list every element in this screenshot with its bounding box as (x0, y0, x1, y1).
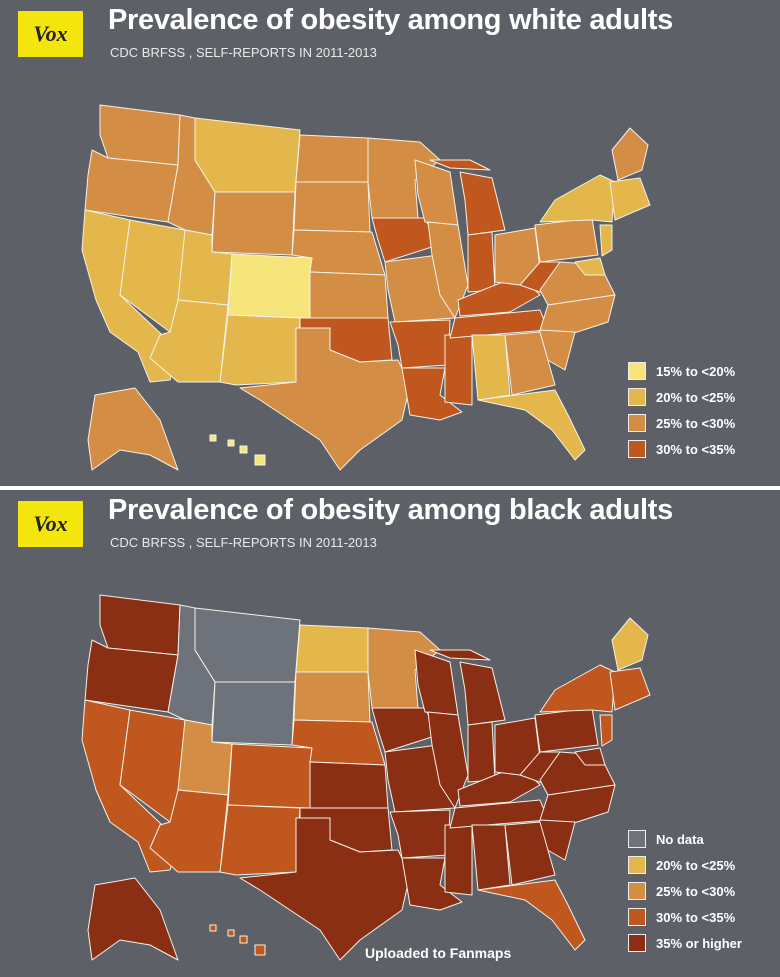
map-title: Prevalence of obesity among black adults (108, 494, 673, 526)
legend-item: 15% to <20% (628, 358, 735, 384)
state-ks (309, 271, 389, 319)
state-shapes (81, 594, 651, 961)
state-in (467, 231, 496, 293)
state-nd (295, 134, 369, 183)
map-subtitle: CDC BRFSS , SELF-REPORTS IN 2011-2013 (110, 45, 377, 60)
state-ny (539, 174, 616, 223)
state-nm (219, 314, 301, 386)
state-md (574, 747, 606, 766)
legend-item: No data (628, 826, 742, 852)
state-wi (414, 649, 459, 716)
state-sd (293, 181, 371, 233)
legend-item: 20% to <25% (628, 852, 742, 878)
state-ia (371, 707, 439, 753)
legend-swatch (628, 882, 646, 900)
state-ne-region (609, 667, 651, 711)
state-co (227, 253, 313, 319)
legend-item: 30% to <35% (628, 436, 735, 462)
map-title: Prevalence of obesity among white adults (108, 4, 673, 36)
us-map (81, 104, 651, 471)
state-az (149, 299, 229, 383)
legend-item: 35% or higher (628, 930, 742, 956)
state-ms (444, 334, 473, 406)
state-ak (87, 877, 179, 961)
legend-swatch (628, 440, 646, 458)
legend-swatch (628, 414, 646, 432)
black-adults-panel: Vox Prevalence of obesity among black ad… (0, 490, 780, 977)
map-subtitle: CDC BRFSS , SELF-REPORTS IN 2011-2013 (110, 535, 377, 550)
state-mt (194, 607, 301, 683)
state-wa (99, 594, 181, 656)
state-hi (209, 924, 266, 956)
state-me (611, 127, 649, 181)
state-ar (389, 809, 451, 859)
legend: 15% to <20% 20% to <25% 25% to <30% 30% … (628, 358, 735, 462)
state-shapes (81, 104, 651, 471)
legend-swatch (628, 856, 646, 874)
state-nj (599, 224, 613, 257)
legend-swatch (628, 830, 646, 848)
legend-item: 25% to <30% (628, 410, 735, 436)
state-tx (239, 327, 411, 471)
state-ga (504, 821, 556, 886)
state-wy (211, 681, 296, 746)
vox-logo: Vox (18, 501, 83, 547)
legend: No data 20% to <25% 25% to <30% 30% to <… (628, 826, 742, 956)
state-ne-region (609, 177, 651, 221)
state-ny (539, 664, 616, 713)
state-az (149, 789, 229, 873)
credit-text: Uploaded to Fanmaps (365, 945, 512, 961)
state-al (471, 334, 511, 401)
state-mt (194, 117, 301, 193)
legend-swatch (628, 362, 646, 380)
vox-logo: Vox (18, 11, 83, 57)
state-ak (87, 387, 179, 471)
state-sd (293, 671, 371, 723)
state-pa (534, 217, 599, 263)
state-nc (539, 784, 616, 826)
state-ar (389, 319, 451, 369)
state-wy (211, 191, 296, 256)
state-nm (219, 804, 301, 876)
state-pa (534, 707, 599, 753)
legend-swatch (628, 388, 646, 406)
legend-swatch (628, 934, 646, 952)
state-mn (367, 627, 441, 709)
state-wa (99, 104, 181, 166)
state-co (227, 743, 313, 809)
state-hi (209, 434, 266, 466)
state-ga (504, 331, 556, 396)
state-md (574, 257, 606, 276)
state-nd (295, 624, 369, 673)
state-in (467, 721, 496, 783)
state-ms (444, 824, 473, 896)
state-ks (309, 761, 389, 809)
legend-item: 30% to <35% (628, 904, 742, 930)
state-tx (239, 817, 411, 961)
state-fl (477, 879, 586, 951)
state-nj (599, 714, 613, 747)
state-wi (414, 159, 459, 226)
state-me (611, 617, 649, 671)
state-fl (477, 389, 586, 461)
state-ia (371, 217, 439, 263)
state-al (471, 824, 511, 891)
state-nc (539, 294, 616, 336)
legend-item: 20% to <25% (628, 384, 735, 410)
state-mn (367, 137, 441, 219)
us-map (81, 594, 651, 961)
white-adults-panel: Vox Prevalence of obesity among white ad… (0, 0, 780, 486)
legend-item: 25% to <30% (628, 878, 742, 904)
legend-swatch (628, 908, 646, 926)
